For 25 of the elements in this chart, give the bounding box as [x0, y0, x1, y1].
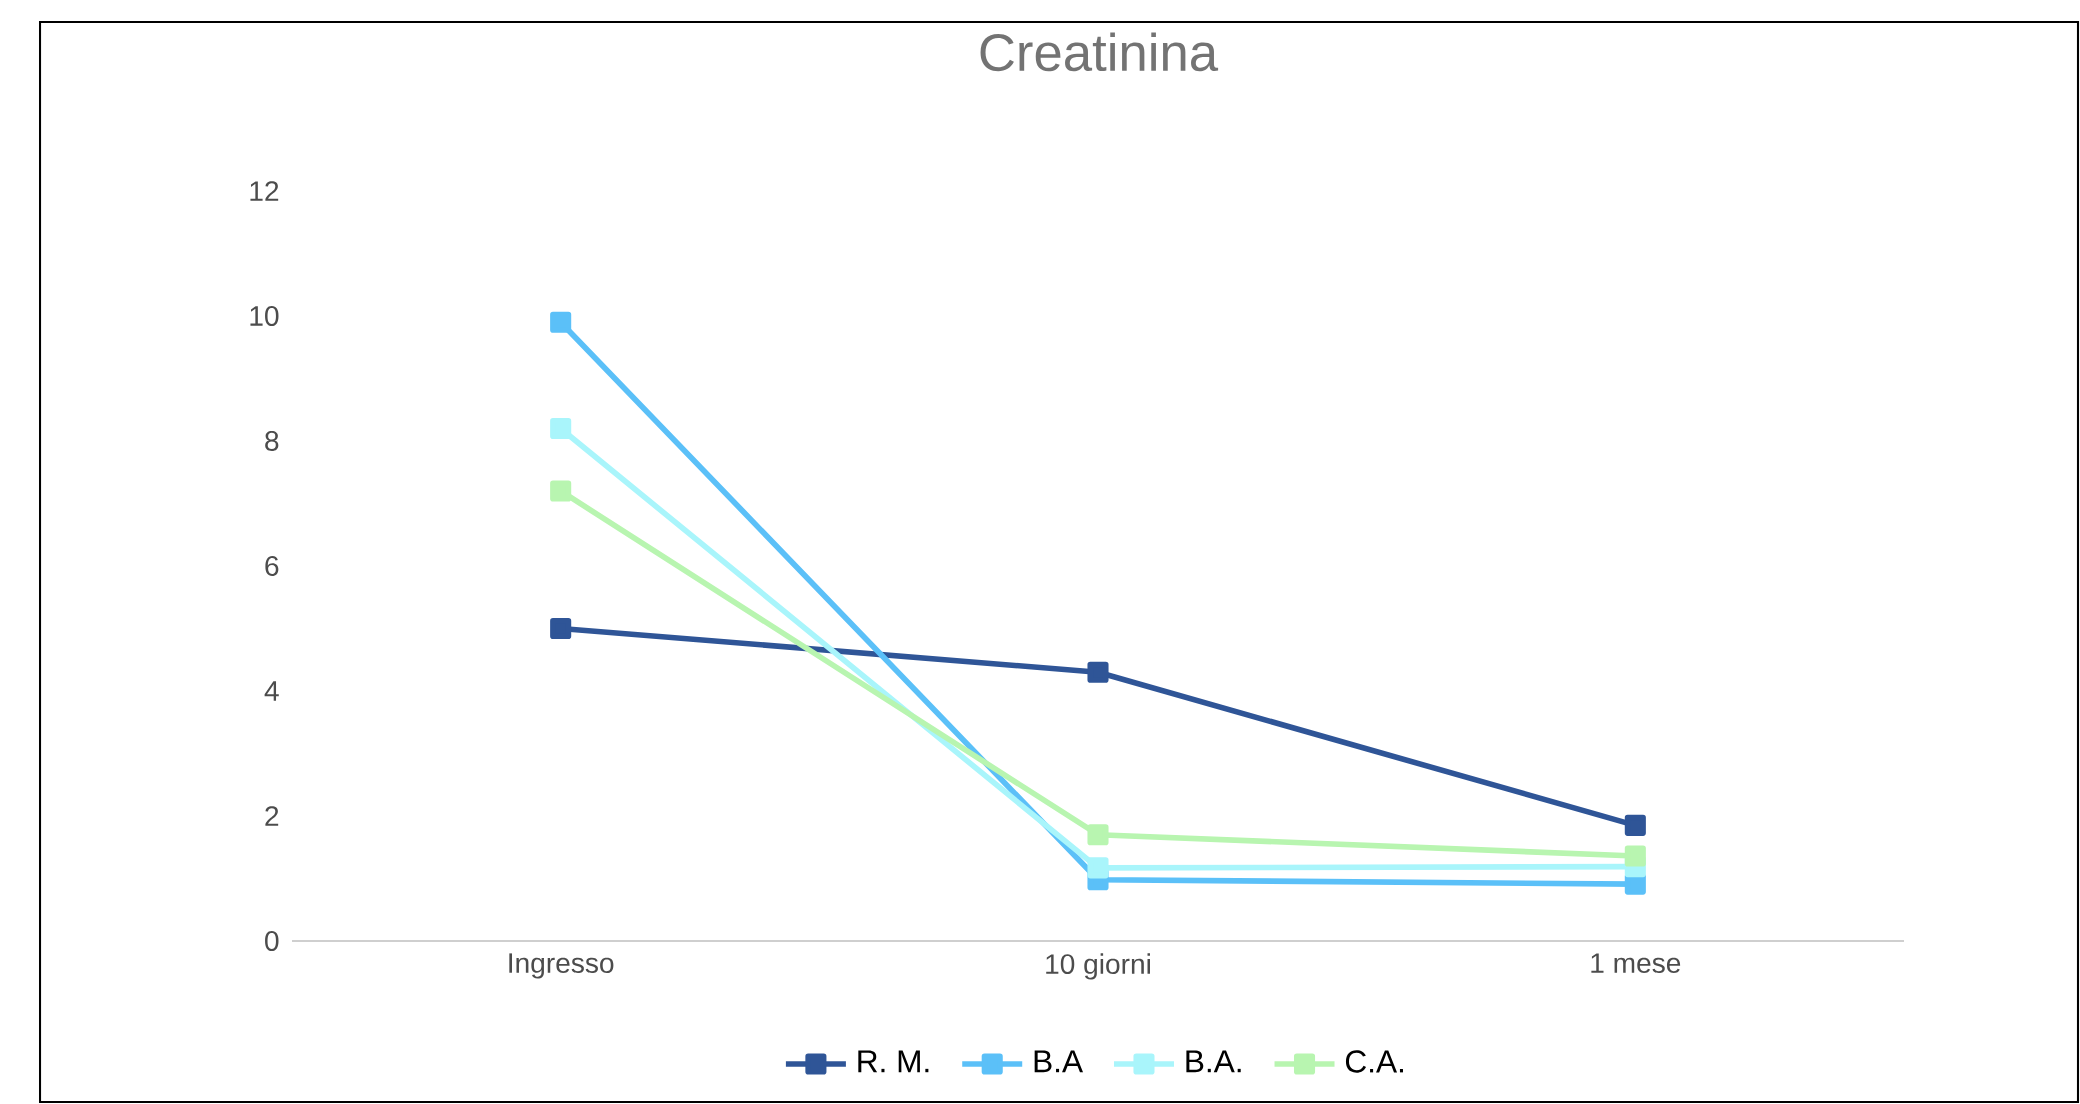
point: [550, 617, 572, 640]
y-tick-label: 10: [250, 306, 279, 326]
point: [1624, 845, 1646, 867]
legend-label: B.A: [1034, 1050, 1084, 1073]
y-tick-label: 12: [250, 181, 279, 201]
point: [1624, 814, 1646, 836]
point: [550, 480, 572, 502]
point: [1087, 661, 1109, 683]
y-tick-label: 6: [265, 556, 279, 576]
y-tick-label: 2: [265, 806, 279, 826]
y-tick-label: 4: [264, 681, 279, 701]
chart-title: Creatinina: [980, 32, 1219, 72]
legend-label: B.A.: [1186, 1050, 1241, 1073]
legend-label: R. M.: [858, 1050, 929, 1073]
point: [1624, 873, 1646, 895]
point: [1087, 824, 1109, 846]
x-tick-label: 1 mese: [1591, 953, 1681, 974]
y-tick-label: 0: [265, 931, 279, 951]
point: [550, 417, 572, 440]
x-tick-label: Ingresso: [509, 953, 614, 979]
point: [1087, 857, 1109, 879]
legend-label: C.A.: [1345, 1050, 1403, 1073]
x-tick-label: 10 giorni: [1046, 953, 1150, 980]
y-tick-label: 8: [265, 431, 279, 451]
point: [550, 311, 572, 333]
